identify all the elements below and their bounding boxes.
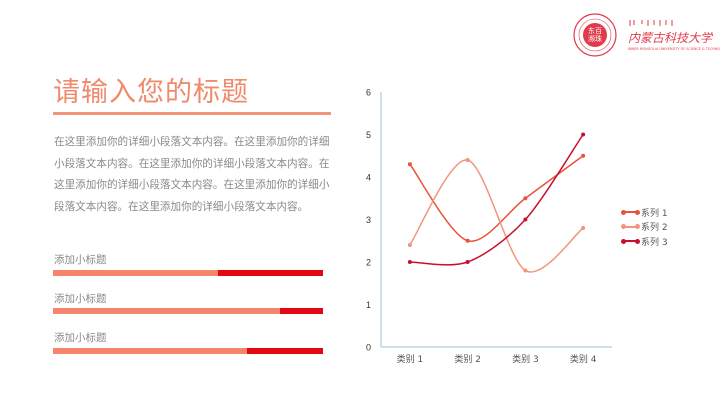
data-point-marker bbox=[465, 238, 470, 243]
y-tick-label: 5 bbox=[366, 130, 371, 140]
svg-text:内蒙古科技大学: 内蒙古科技大学 bbox=[628, 31, 714, 45]
x-tick-label: 类别 2 bbox=[454, 353, 481, 365]
legend-item-series-3: 系列 3 bbox=[621, 234, 668, 249]
y-tick-label: 3 bbox=[366, 215, 371, 225]
university-logo: 东百 濒珠 内蒙古科技大学 INNER MONGOLIA UNIVERSITY … bbox=[572, 12, 720, 58]
seal-center-icon bbox=[583, 23, 607, 47]
progress-remainder-3 bbox=[247, 348, 323, 354]
legend-line-icon bbox=[621, 224, 640, 230]
svg-text:INNER MONGOLIA UNIVERSITY OF S: INNER MONGOLIA UNIVERSITY OF SCIENCE & T… bbox=[628, 47, 720, 51]
line-chart: 0 1 2 3 4 5 6 类别 1 类别 2 类别 3 类别 4 bbox=[355, 80, 620, 379]
legend-item-series-2: 系列 2 bbox=[621, 220, 668, 235]
x-tick-label: 类别 4 bbox=[570, 353, 597, 365]
data-point-marker bbox=[465, 158, 470, 162]
legend-line-icon bbox=[621, 238, 640, 244]
data-point-marker bbox=[523, 268, 528, 273]
progress-label-3: 添加小标题 bbox=[54, 332, 107, 344]
progress-fill-3 bbox=[53, 348, 248, 354]
data-point-marker bbox=[407, 243, 412, 247]
y-tick-label: 0 bbox=[366, 343, 371, 353]
series-line-2 bbox=[409, 159, 584, 273]
svg-text:濒珠: 濒珠 bbox=[588, 34, 602, 43]
data-point-marker bbox=[465, 260, 470, 264]
title-underline bbox=[53, 112, 331, 115]
data-point-marker bbox=[581, 226, 586, 230]
data-point-marker bbox=[581, 132, 586, 137]
series-line-3 bbox=[409, 134, 584, 266]
progress-bar-2 bbox=[53, 308, 323, 314]
progress-label-2: 添加小标题 bbox=[54, 293, 107, 305]
legend-line-icon bbox=[621, 209, 640, 215]
data-point-marker bbox=[407, 162, 412, 167]
data-point-marker bbox=[523, 196, 528, 201]
data-point-marker bbox=[407, 260, 412, 264]
progress-remainder-1 bbox=[217, 270, 323, 276]
y-tick-label: 6 bbox=[366, 88, 371, 98]
y-tick-label: 2 bbox=[366, 258, 371, 268]
progress-fill-1 bbox=[53, 270, 218, 276]
y-tick-label: 4 bbox=[366, 173, 371, 183]
seal-outer-ring-icon bbox=[573, 13, 617, 57]
body-paragraph: 在这里添加你的详细小段落文本内容。在这里添加你的详细小段落文本内容。在这里添加你… bbox=[54, 136, 330, 213]
x-tick-label: 类别 3 bbox=[512, 353, 539, 365]
legend-item-series-1: 系列 1 bbox=[621, 205, 668, 220]
chart-legend: 系列 1 系列 2 系列 3 bbox=[621, 205, 668, 249]
series-line-1 bbox=[409, 155, 584, 242]
progress-bar-1 bbox=[53, 270, 323, 276]
progress-fill-2 bbox=[53, 308, 280, 314]
data-point-marker bbox=[523, 217, 528, 222]
svg-text:东百: 东百 bbox=[588, 26, 602, 35]
progress-bar-3 bbox=[53, 348, 323, 354]
x-tick-label: 类别 1 bbox=[397, 353, 424, 365]
y-tick-label: 1 bbox=[366, 300, 371, 310]
progress-remainder-2 bbox=[279, 308, 323, 314]
progress-label-1: 添加小标题 bbox=[54, 254, 107, 266]
page-title: 请输入您的标题 bbox=[53, 77, 249, 108]
data-point-marker bbox=[581, 153, 586, 158]
